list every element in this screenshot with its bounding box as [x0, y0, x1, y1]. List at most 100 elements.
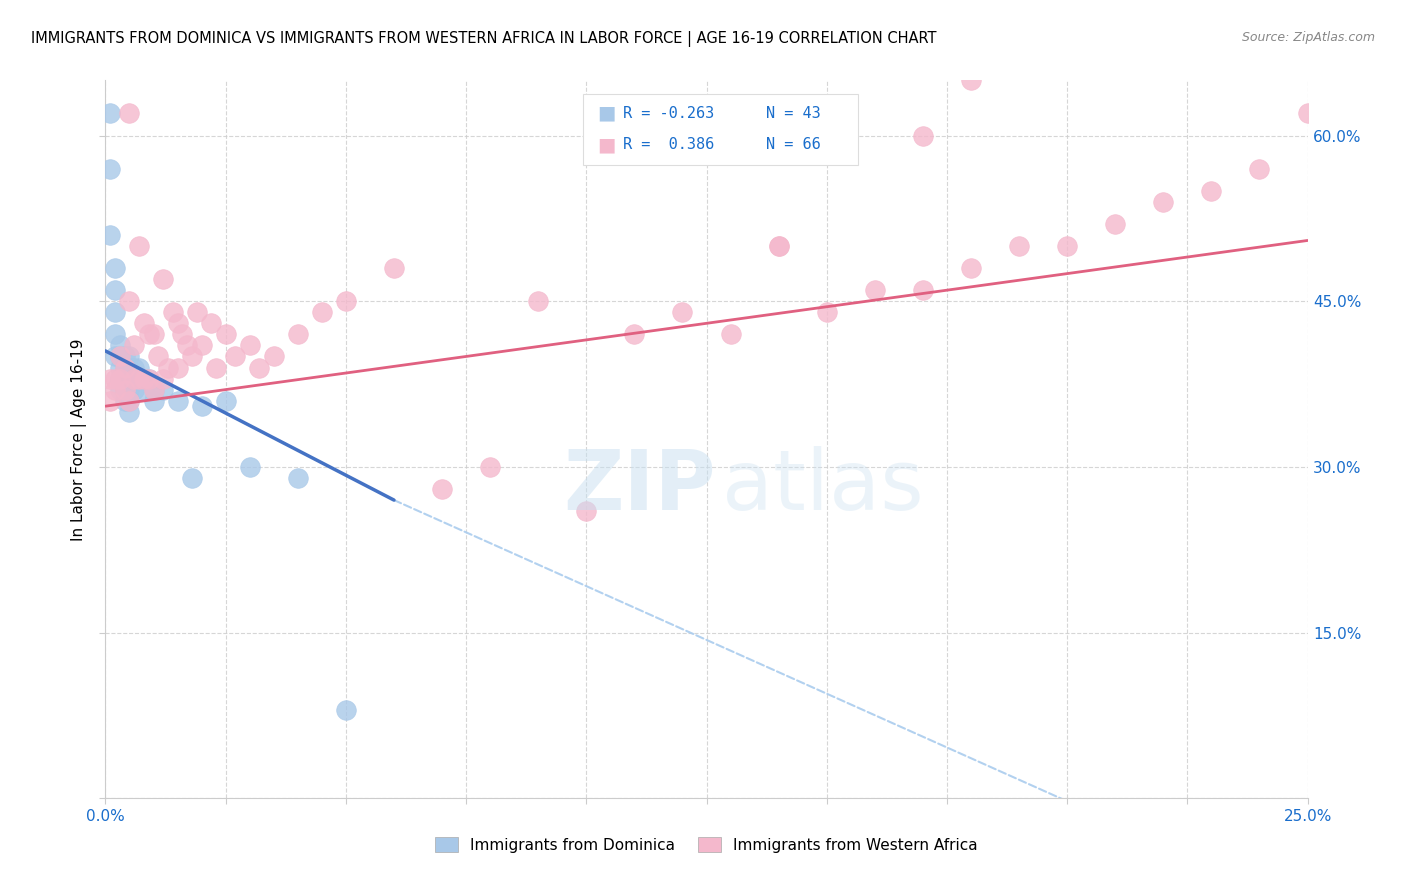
- Point: [190, 338, 212, 352]
- Text: N = 43: N = 43: [766, 106, 821, 120]
- Point: [114, 383, 136, 397]
- Point: [118, 360, 141, 375]
- Point: [162, 305, 184, 319]
- Point: [263, 350, 285, 364]
- Point: [181, 471, 204, 485]
- Point: [128, 371, 150, 385]
- Point: [108, 383, 131, 397]
- Point: [527, 294, 550, 309]
- Point: [118, 294, 141, 309]
- Point: [124, 371, 146, 385]
- Point: [98, 161, 121, 176]
- Point: [118, 371, 141, 385]
- Point: [98, 106, 121, 120]
- Point: [104, 371, 127, 385]
- Point: [108, 350, 131, 364]
- Point: [118, 393, 141, 408]
- Point: [98, 393, 121, 408]
- Point: [104, 261, 127, 276]
- Point: [124, 338, 146, 352]
- Point: [166, 316, 188, 330]
- Point: [138, 371, 160, 385]
- Text: Source: ZipAtlas.com: Source: ZipAtlas.com: [1241, 31, 1375, 45]
- Point: [142, 327, 165, 342]
- Point: [142, 393, 165, 408]
- Point: [148, 350, 170, 364]
- Point: [108, 371, 131, 385]
- Point: [911, 283, 934, 297]
- Point: [247, 360, 270, 375]
- Point: [768, 239, 790, 253]
- Point: [1104, 217, 1126, 231]
- Text: N = 66: N = 66: [766, 137, 821, 152]
- Point: [156, 360, 179, 375]
- Point: [132, 371, 155, 385]
- Point: [152, 371, 174, 385]
- Text: ■: ■: [598, 135, 616, 154]
- Point: [118, 393, 141, 408]
- Point: [863, 283, 886, 297]
- Point: [138, 371, 160, 385]
- Point: [335, 703, 357, 717]
- Point: [382, 261, 405, 276]
- Point: [671, 305, 693, 319]
- Point: [108, 338, 131, 352]
- Point: [128, 360, 150, 375]
- Point: [108, 371, 131, 385]
- Point: [104, 305, 127, 319]
- Point: [815, 305, 838, 319]
- Point: [114, 383, 136, 397]
- Point: [239, 459, 262, 474]
- Point: [114, 360, 136, 375]
- Point: [287, 471, 309, 485]
- Point: [108, 350, 131, 364]
- Y-axis label: In Labor Force | Age 16-19: In Labor Force | Age 16-19: [70, 338, 87, 541]
- Point: [166, 393, 188, 408]
- Point: [118, 350, 141, 364]
- Point: [118, 383, 141, 397]
- Point: [98, 227, 121, 242]
- Point: [132, 371, 155, 385]
- Point: [224, 350, 246, 364]
- Text: ■: ■: [598, 103, 616, 123]
- Point: [104, 383, 127, 397]
- Point: [1249, 161, 1271, 176]
- Point: [128, 371, 150, 385]
- Point: [720, 327, 742, 342]
- Point: [479, 459, 502, 474]
- Point: [124, 383, 146, 397]
- Point: [1296, 106, 1319, 120]
- Point: [205, 360, 228, 375]
- Point: [152, 383, 174, 397]
- Point: [311, 305, 333, 319]
- Point: [132, 383, 155, 397]
- Point: [142, 383, 165, 397]
- Point: [118, 405, 141, 419]
- Point: [124, 360, 146, 375]
- Point: [114, 371, 136, 385]
- Text: IMMIGRANTS FROM DOMINICA VS IMMIGRANTS FROM WESTERN AFRICA IN LABOR FORCE | AGE : IMMIGRANTS FROM DOMINICA VS IMMIGRANTS F…: [31, 31, 936, 47]
- Point: [575, 504, 598, 518]
- Text: ZIP: ZIP: [564, 446, 716, 526]
- Point: [623, 327, 645, 342]
- Point: [128, 239, 150, 253]
- Point: [118, 106, 141, 120]
- Point: [124, 371, 146, 385]
- Point: [430, 482, 453, 496]
- Point: [960, 261, 983, 276]
- Point: [960, 73, 983, 87]
- Point: [138, 327, 160, 342]
- Point: [335, 294, 357, 309]
- Point: [114, 350, 136, 364]
- Point: [114, 360, 136, 375]
- Point: [108, 360, 131, 375]
- Point: [287, 327, 309, 342]
- Point: [186, 305, 208, 319]
- Point: [172, 327, 194, 342]
- Point: [190, 399, 212, 413]
- Point: [176, 338, 198, 352]
- Point: [214, 393, 236, 408]
- Text: R = -0.263: R = -0.263: [623, 106, 714, 120]
- Point: [132, 316, 155, 330]
- Point: [911, 128, 934, 143]
